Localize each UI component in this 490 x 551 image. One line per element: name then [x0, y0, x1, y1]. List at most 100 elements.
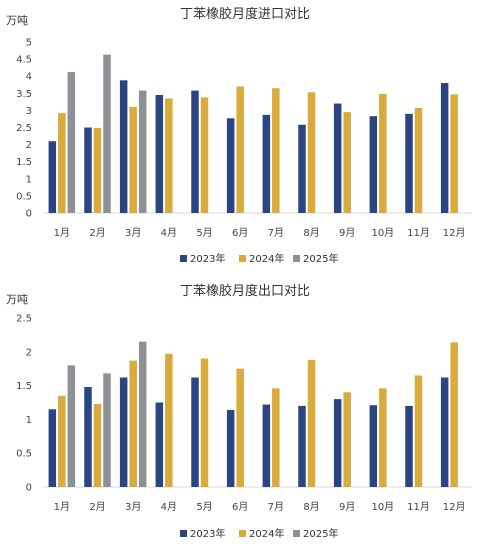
bar-2023-12 — [440, 377, 449, 487]
bar-2023-8 — [298, 124, 306, 213]
y-tick-label: 1.5 — [16, 381, 32, 392]
bar-2024-10 — [379, 93, 387, 213]
x-category-label: 1月 — [54, 501, 70, 513]
bar-2024-2 — [93, 127, 102, 213]
x-category-label: 8月 — [303, 227, 319, 239]
y-tick-label: 4.5 — [16, 55, 32, 66]
bar-2024-10 — [379, 388, 387, 487]
bar-2024-8 — [307, 359, 316, 487]
x-category-label: 5月 — [196, 227, 212, 239]
bar-2024-4 — [165, 98, 173, 213]
bar-2024-11 — [414, 375, 423, 487]
bar-2024-7 — [272, 88, 280, 213]
import-chart: 丁苯橡胶月度进口对比 万吨 0 0.5 1 1.5 2 2.5 3 3.5 4 4.5 5 1月 2月… — [6, 6, 472, 265]
legend: 2023年 2024年 2025年 — [180, 527, 338, 540]
x-category-label: 7月 — [268, 501, 284, 513]
x-axis-categories: 1月 2月 3月 4月 5月 6月 7月 8月 9月 10月 11月 12月 — [54, 227, 466, 239]
x-category-label: 4月 — [161, 501, 177, 513]
bar-2023-6 — [226, 409, 235, 487]
x-category-label: 6月 — [232, 501, 248, 513]
bar-2023-3 — [119, 80, 128, 213]
x-category-label: 9月 — [339, 501, 355, 513]
bar-2023-8 — [298, 405, 306, 487]
x-category-label: 9月 — [339, 227, 355, 239]
bar-2024-7 — [272, 388, 280, 487]
bar-2025-3 — [138, 90, 147, 213]
x-category-label: 11月 — [407, 501, 430, 513]
y-tick-label: 0.5 — [16, 191, 32, 202]
legend-swatch-2024 — [239, 530, 246, 537]
x-category-label: 12月 — [443, 227, 466, 239]
y-tick-label: 2 — [26, 347, 32, 358]
bar-2023-5 — [191, 377, 199, 487]
y-tick-label: 5 — [26, 38, 32, 49]
legend-label-2024: 2024年 — [249, 527, 284, 540]
legend-label-2025: 2025年 — [303, 527, 338, 540]
y-tick-label: 0 — [26, 209, 32, 220]
bar-2023-9 — [333, 399, 342, 487]
bar-2024-12 — [450, 94, 458, 213]
x-category-label: 2月 — [89, 501, 105, 513]
bar-2023-11 — [405, 405, 413, 487]
legend-label-2023: 2023年 — [190, 252, 225, 265]
y-axis-ticks: 0 0.5 1 1.5 2 2.5 3 3.5 4 4.5 5 — [16, 38, 32, 220]
x-category-label: 1月 — [54, 227, 70, 239]
bar-2024-3 — [129, 106, 137, 213]
legend-swatch-2023 — [180, 255, 187, 262]
legend-swatch-2025 — [293, 255, 300, 262]
chart-title: 丁苯橡胶月度出口对比 — [180, 283, 310, 299]
bar-2024-5 — [200, 97, 209, 213]
x-category-label: 6月 — [232, 227, 248, 239]
bar-2023-12 — [440, 83, 449, 213]
y-tick-label: 2 — [26, 140, 32, 151]
bar-2025-3 — [138, 341, 147, 487]
bar-2025-2 — [103, 54, 111, 214]
x-category-label: 10月 — [371, 501, 394, 513]
y-axis-unit: 万吨 — [6, 14, 28, 27]
bar-2023-6 — [226, 118, 235, 213]
bar-2023-2 — [84, 386, 92, 487]
bar-2024-4 — [165, 353, 173, 487]
bar-2024-8 — [307, 92, 316, 213]
legend-label-2024: 2024年 — [249, 252, 284, 265]
y-tick-label: 3 — [26, 106, 32, 117]
x-category-label: 11月 — [407, 227, 430, 239]
bar-2023-7 — [262, 404, 271, 487]
x-category-label: 3月 — [125, 227, 141, 239]
bar-2024-2 — [93, 403, 102, 487]
legend-label-2025: 2025年 — [303, 252, 338, 265]
bar-2024-9 — [343, 392, 351, 487]
y-tick-label: 0.5 — [16, 449, 32, 460]
import-chart-panel: 丁苯橡胶月度进口对比 万吨 0 0.5 1 1.5 2 2.5 3 3.5 4 4.5 5 1月 2月… — [0, 0, 490, 275]
bar-2024-12 — [450, 342, 458, 487]
bar-2023-11 — [405, 113, 413, 213]
export-chart-panel: 丁苯橡胶月度出口对比 万吨 0 0.5 1 1.5 2 2.5 1月 2月 3月 4月 5月 6月 7… — [0, 275, 490, 551]
x-category-label: 12月 — [443, 501, 466, 513]
bar-2024-6 — [236, 86, 244, 213]
y-tick-label: 0 — [26, 483, 32, 494]
y-axis-unit: 万吨 — [6, 293, 28, 306]
x-axis-categories: 1月 2月 3月 4月 5月 6月 7月 8月 9月 10月 11月 12月 — [54, 501, 466, 513]
bar-2023-5 — [191, 90, 199, 213]
y-tick-label: 4 — [26, 72, 32, 83]
bar-2023-10 — [369, 405, 378, 487]
bar-2024-3 — [129, 360, 137, 487]
bar-2024-11 — [414, 108, 423, 213]
y-tick-label: 1 — [26, 174, 32, 185]
bar-2024-1 — [58, 395, 66, 487]
bar-2024-9 — [343, 112, 351, 213]
bar-2025-1 — [67, 72, 76, 213]
y-tick-label: 1 — [26, 415, 32, 426]
bar-2023-3 — [119, 377, 128, 487]
y-tick-label: 2.5 — [16, 123, 32, 134]
chart-title: 丁苯橡胶月度进口对比 — [180, 6, 310, 22]
bar-2023-1 — [48, 409, 57, 487]
x-category-label: 8月 — [303, 501, 319, 513]
legend-label-2023: 2023年 — [190, 527, 225, 540]
y-axis-ticks: 0 0.5 1 1.5 2 2.5 — [16, 314, 32, 494]
bar-2024-1 — [58, 113, 66, 213]
bar-2024-5 — [200, 358, 209, 487]
x-category-label: 5月 — [196, 501, 212, 513]
legend: 2023年 2024年 2025年 — [180, 252, 338, 265]
export-chart: 丁苯橡胶月度出口对比 万吨 0 0.5 1 1.5 2 2.5 1月 2月 3月 4月 5月 6月 7… — [6, 283, 472, 540]
